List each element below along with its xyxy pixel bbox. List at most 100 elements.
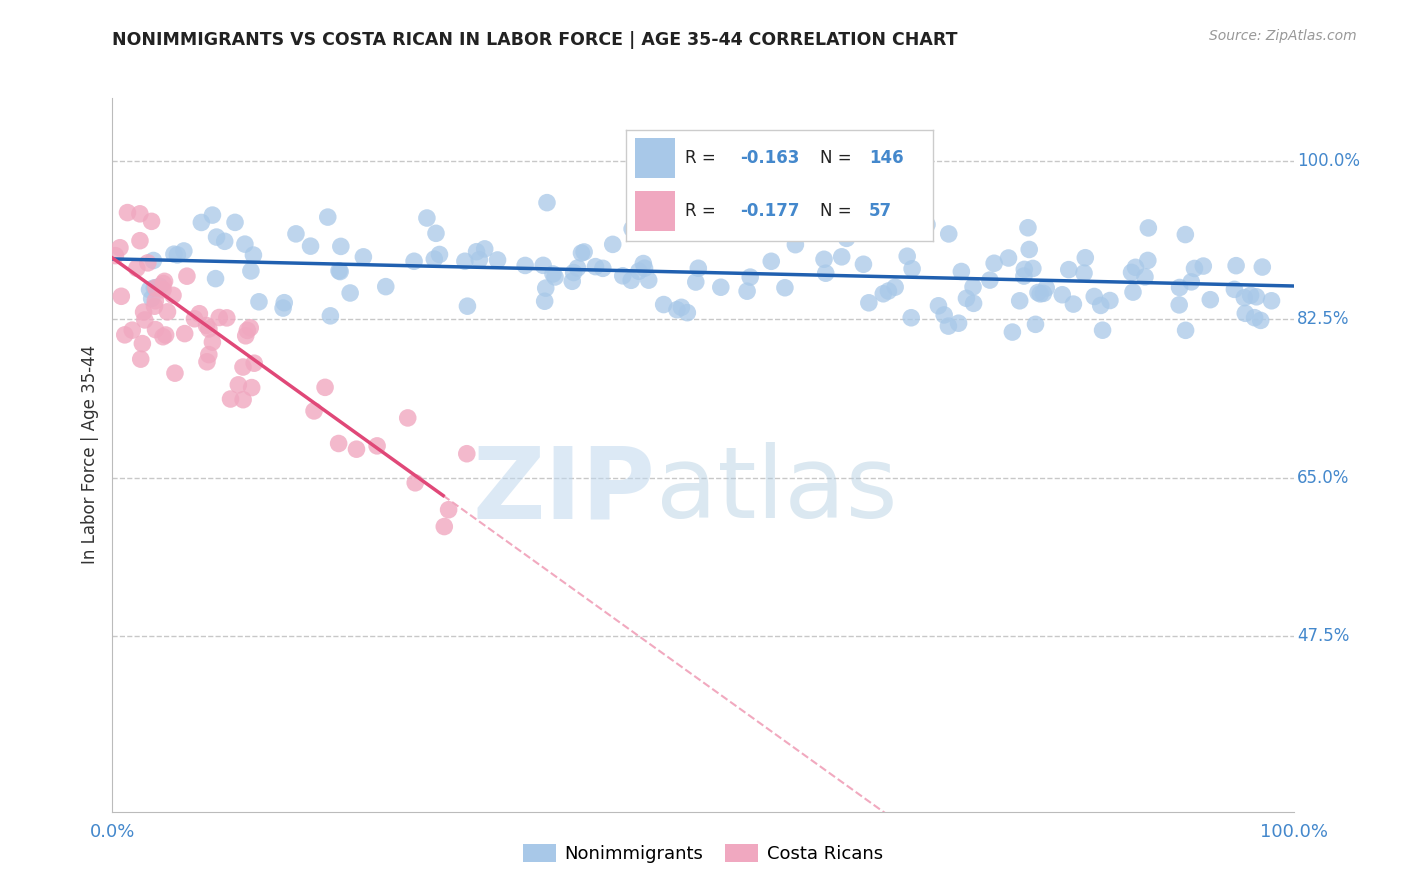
Point (515, 259, 537, 273)
Point (710, 280, 733, 294)
Point (1199, 293, 1222, 307)
Point (163, 247, 186, 261)
Point (627, 264, 650, 278)
Point (429, 247, 451, 261)
Point (232, 359, 254, 374)
Point (1073, 266, 1095, 280)
Point (215, 310, 238, 325)
Point (1017, 220, 1039, 235)
Point (117, 205, 139, 219)
Point (544, 270, 567, 285)
Point (132, 305, 155, 319)
Point (1125, 260, 1147, 275)
Point (592, 261, 614, 276)
Point (1121, 265, 1143, 279)
Point (404, 254, 426, 268)
Point (141, 292, 163, 306)
Point (425, 227, 447, 241)
Point (129, 234, 152, 248)
Point (761, 254, 783, 268)
Point (1074, 251, 1097, 265)
Point (198, 348, 221, 362)
Point (176, 269, 198, 284)
Point (456, 447, 478, 461)
Text: -0.163: -0.163 (740, 149, 799, 167)
Point (1251, 260, 1274, 274)
Point (633, 261, 655, 276)
Point (328, 436, 350, 450)
Point (620, 273, 643, 287)
Point (198, 322, 221, 336)
Point (233, 237, 256, 252)
Point (1239, 288, 1261, 302)
Point (1024, 318, 1046, 332)
Point (284, 227, 307, 241)
Point (900, 310, 922, 325)
Point (814, 266, 837, 280)
Point (152, 277, 174, 291)
Point (983, 256, 1005, 270)
Point (319, 309, 342, 323)
Point (915, 218, 938, 232)
Point (1008, 293, 1031, 308)
Point (602, 237, 624, 252)
Point (1062, 297, 1084, 311)
Point (1260, 293, 1282, 308)
Point (1090, 298, 1112, 312)
Point (195, 355, 218, 369)
Point (1022, 261, 1045, 276)
Point (927, 299, 949, 313)
Point (243, 356, 266, 370)
Point (138, 283, 160, 297)
Point (121, 323, 143, 337)
Point (208, 310, 231, 325)
Point (236, 323, 259, 337)
Point (533, 294, 555, 309)
Point (1029, 286, 1052, 301)
Text: 57: 57 (869, 202, 891, 220)
Point (173, 244, 195, 258)
Point (328, 264, 350, 278)
Point (240, 381, 263, 395)
Point (561, 274, 583, 288)
Point (299, 239, 322, 253)
Point (1014, 262, 1036, 277)
Point (145, 323, 167, 337)
Point (104, 249, 127, 263)
Point (938, 227, 960, 241)
Point (1223, 282, 1246, 296)
Point (247, 294, 270, 309)
Point (134, 313, 156, 327)
Point (166, 248, 188, 262)
Point (1018, 243, 1040, 257)
Text: N =: N = (820, 202, 856, 220)
Point (190, 215, 212, 229)
Bar (636, 191, 675, 231)
Point (374, 279, 396, 293)
Text: N =: N = (820, 149, 856, 167)
Point (195, 318, 218, 333)
Point (950, 264, 973, 278)
Point (201, 335, 224, 350)
Point (416, 211, 439, 225)
Point (1233, 291, 1256, 305)
Point (228, 377, 250, 392)
Point (541, 267, 564, 281)
Point (486, 252, 509, 267)
Point (142, 253, 165, 268)
Point (474, 242, 496, 256)
Point (637, 273, 659, 287)
Point (621, 222, 644, 236)
Point (884, 280, 907, 294)
Point (1174, 323, 1197, 337)
Point (339, 285, 361, 300)
Point (302, 404, 325, 418)
Point (314, 380, 336, 394)
Point (896, 249, 918, 263)
Point (901, 261, 924, 276)
Point (1225, 259, 1247, 273)
Text: 65.0%: 65.0% (1298, 468, 1350, 486)
Point (938, 319, 960, 334)
Point (155, 328, 177, 343)
Point (831, 250, 853, 264)
